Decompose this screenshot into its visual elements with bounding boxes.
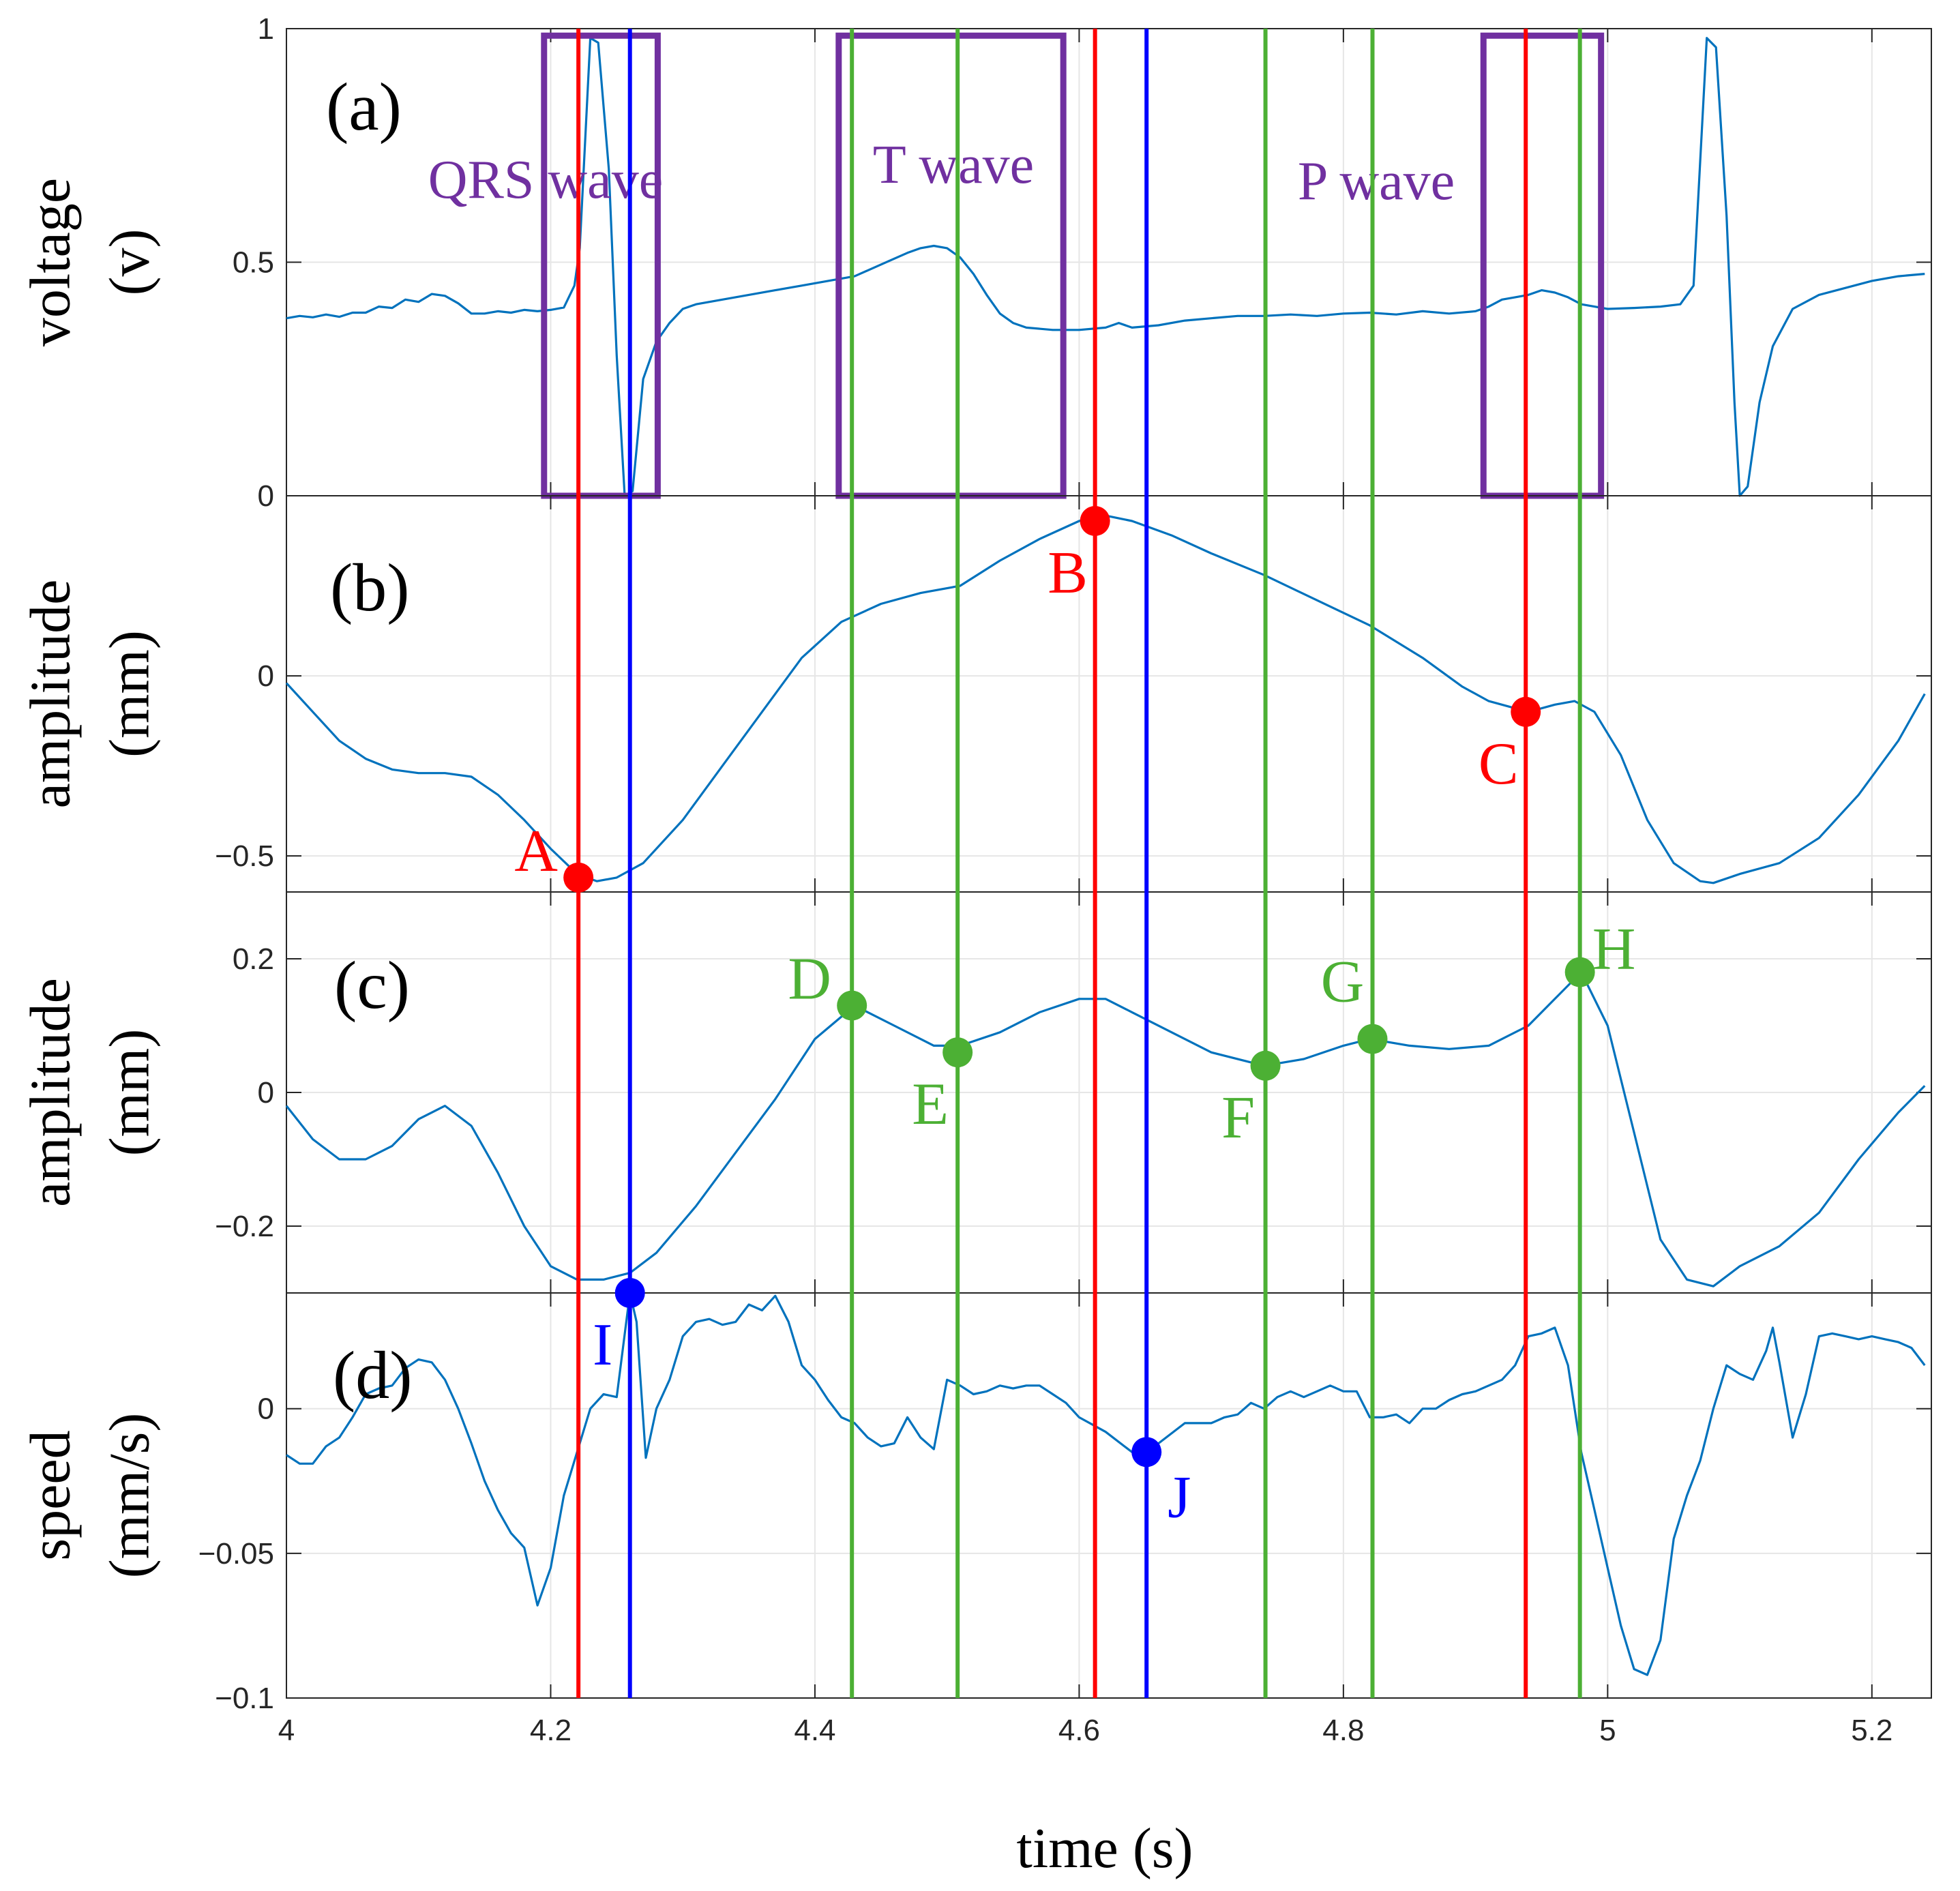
wave-box: [541, 32, 661, 499]
series-line-b: [285, 514, 1926, 884]
panel-d: −0.1 −0.05 0 speed (mm/s) (d): [18, 1292, 1932, 1715]
y-axis-unit: (mm): [98, 1029, 161, 1157]
panel-c: −0.2 0 0.2 amplitude (mm) (c): [18, 891, 1932, 1294]
x-tick-label: 5.2: [1851, 1714, 1892, 1747]
x-tick-label: 4.4: [794, 1714, 835, 1747]
y-axis-unit: (mm/s): [98, 1413, 161, 1579]
marker-point-E: [942, 1037, 973, 1068]
x-tick-label: 4.2: [530, 1714, 571, 1747]
marker-point-A: [563, 862, 594, 893]
marker-point-B: [1080, 505, 1110, 536]
x-tick-label: 4.8: [1322, 1714, 1364, 1747]
y-axis-label: speed: [18, 1430, 82, 1560]
panels-layer: 0 0.5 1 voltage (v) (a) QRS wave T wave P wave −0…: [18, 12, 1932, 1715]
wave-box: [1480, 32, 1605, 499]
marker-label-I: I: [593, 1312, 612, 1378]
y-tick-label: 1: [258, 12, 274, 46]
marker-label-A: A: [514, 818, 558, 884]
marker-point-J: [1131, 1437, 1162, 1468]
marker-point-G: [1357, 1024, 1388, 1054]
y-axis-unit: (v): [98, 229, 161, 296]
x-tick-label: 5: [1599, 1714, 1616, 1747]
x-axis-layer: time (s) 4 4.2 4.4 4.6 4.8 5 5.2: [278, 1714, 1893, 1880]
y-tick-label: −0.05: [198, 1537, 274, 1570]
x-tick-label: 4.6: [1058, 1714, 1100, 1747]
panel-a: 0 0.5 1 voltage (v) (a) QRS wave T wave P wave: [18, 12, 1932, 513]
y-axis-label: voltage: [18, 178, 82, 346]
marker-label-F: F: [1221, 1085, 1255, 1151]
wave-label: QRS wave: [428, 150, 663, 210]
panel-b: −0.5 0 amplitude (mm) (b): [18, 495, 1932, 893]
y-axis-unit: (mm): [98, 630, 161, 758]
marker-point-I: [614, 1278, 645, 1308]
wave-box: [835, 32, 1067, 499]
y-tick-label: 0: [258, 1076, 274, 1110]
marker-point-C: [1511, 696, 1541, 727]
marker-label-J: J: [1168, 1464, 1191, 1530]
y-tick-label: 0: [258, 479, 274, 513]
x-axis-label: time (s): [1017, 1817, 1193, 1880]
marker-label-H: H: [1592, 917, 1636, 983]
y-tick-label: 0: [258, 1393, 274, 1426]
series-line-a: [286, 37, 1925, 497]
wave-label: P wave: [1298, 151, 1455, 211]
marker-label-B: B: [1048, 540, 1088, 606]
marker-point-F: [1250, 1050, 1281, 1081]
marker-label-D: D: [788, 947, 831, 1013]
y-axis-label: amplitude: [18, 580, 82, 809]
y-tick-label: −0.5: [215, 839, 274, 873]
wave-label: T wave: [873, 135, 1034, 195]
marker-point-D: [837, 990, 867, 1021]
panel-label: (d): [333, 1337, 413, 1413]
panel-label: (a): [326, 69, 402, 145]
marker-label-G: G: [1321, 949, 1365, 1015]
panel-label: (b): [330, 550, 410, 625]
axes-frame: [286, 1292, 1932, 1699]
marker-label-C: C: [1479, 731, 1519, 797]
marker-point-H: [1564, 957, 1595, 987]
y-tick-label: 0.5: [233, 246, 274, 280]
markers-layer: A B C D E F G H I J: [514, 505, 1636, 1530]
y-axis-label: amplitude: [18, 978, 82, 1207]
y-tick-label: 0.2: [233, 942, 274, 976]
y-tick-label: −0.1: [215, 1682, 274, 1715]
series-line-d: [286, 1292, 1926, 1676]
y-tick-label: 0: [258, 659, 274, 693]
y-tick-label: −0.2: [215, 1210, 274, 1243]
series-line-c: [285, 971, 1926, 1287]
marker-label-E: E: [912, 1071, 949, 1137]
x-tick-label: 4: [278, 1714, 295, 1747]
panel-label: (c): [334, 947, 410, 1023]
